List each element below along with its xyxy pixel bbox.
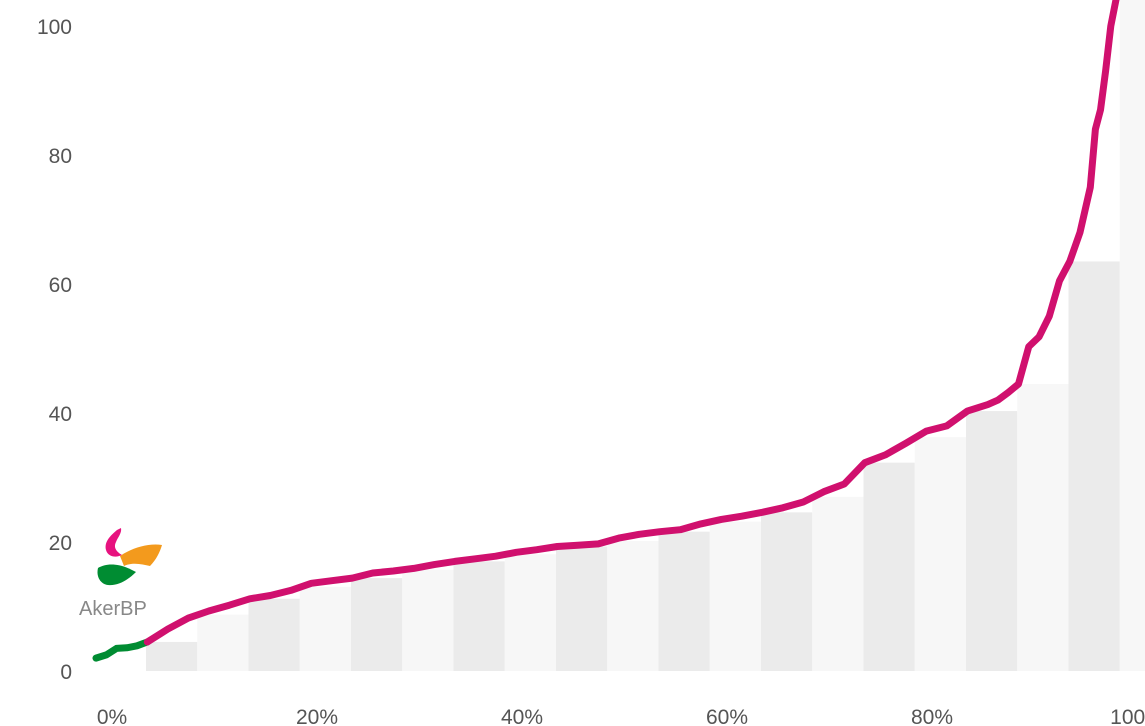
y-tick-label: 100 <box>37 16 72 39</box>
y-tick-label: 60 <box>49 274 72 297</box>
background-band <box>299 586 351 671</box>
background-band <box>607 541 659 671</box>
background-band <box>197 614 249 671</box>
background-band <box>504 554 556 671</box>
background-band <box>556 546 608 671</box>
y-tick-label: 20 <box>49 532 72 555</box>
background-band <box>248 598 300 671</box>
y-tick-label: 80 <box>49 145 72 168</box>
background-band <box>1119 0 1145 671</box>
y-tick-label: 40 <box>49 403 72 426</box>
background-band <box>966 411 1018 671</box>
background-band <box>812 496 864 671</box>
logo-orange-ribbon <box>120 544 162 566</box>
background-band <box>761 512 813 671</box>
logo-pink-ribbon <box>105 528 122 557</box>
x-axis-ticks: 0% 20% 40% 60% 80% 100% <box>97 706 1145 726</box>
x-tick-label: 80% <box>911 706 953 726</box>
series-line-magenta <box>143 0 1120 646</box>
background-band <box>658 531 710 671</box>
background-band <box>146 641 198 671</box>
akerbp-logo: AkerBP <box>79 528 162 620</box>
y-axis-ticks: 0 20 40 60 80 100 <box>37 16 72 684</box>
x-tick-label: 100% <box>1110 706 1145 726</box>
y-tick-label: 0 <box>60 661 72 684</box>
x-tick-label: 40% <box>501 706 543 726</box>
logo-green-ribbon <box>97 564 136 586</box>
background-band <box>351 578 403 671</box>
background-band <box>914 437 966 671</box>
series-line-green <box>92 638 151 662</box>
background-band <box>863 462 915 671</box>
x-tick-label: 20% <box>296 706 338 726</box>
series-lines <box>92 0 1120 662</box>
background-band <box>402 569 454 671</box>
logo-text: AkerBP <box>79 598 147 620</box>
background-bands <box>146 0 1145 671</box>
x-tick-label: 0% <box>97 706 127 726</box>
x-tick-label: 60% <box>706 706 748 726</box>
background-band <box>453 561 505 671</box>
background-band <box>1068 261 1120 671</box>
background-band <box>1017 383 1069 671</box>
background-band <box>709 521 761 671</box>
